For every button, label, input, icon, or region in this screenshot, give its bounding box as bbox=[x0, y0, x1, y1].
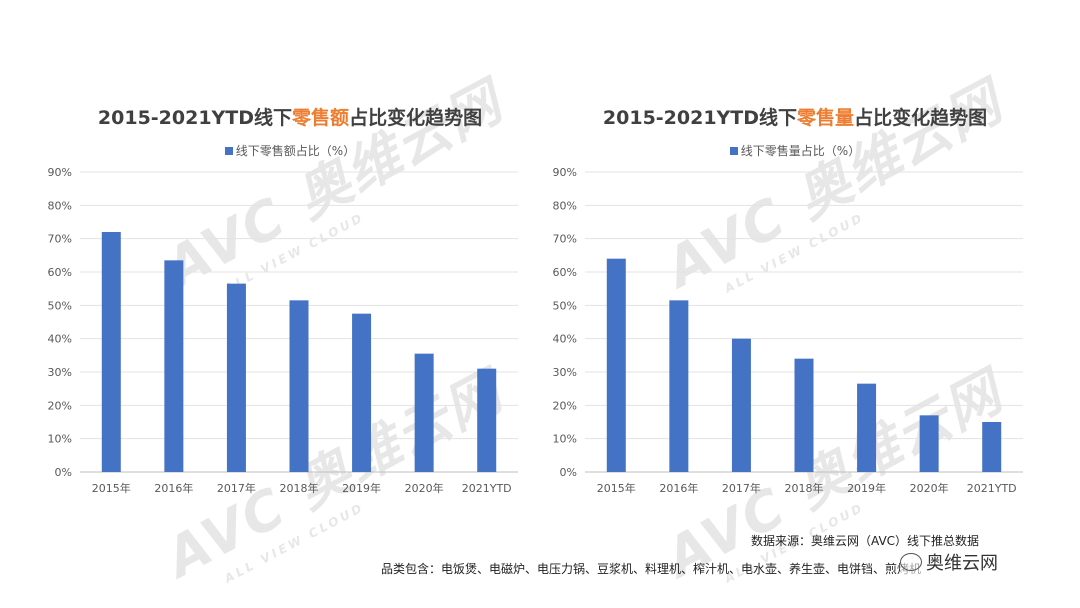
legend-swatch bbox=[224, 147, 233, 155]
x-tick-label: 2017年 bbox=[217, 481, 256, 495]
bar bbox=[164, 260, 184, 472]
y-tick-label: 20% bbox=[48, 399, 72, 412]
y-tick-label: 30% bbox=[48, 366, 72, 379]
y-tick-label: 80% bbox=[553, 199, 577, 212]
legend-label: 线下零售量占比（%） bbox=[740, 144, 861, 158]
chart-title-suffix: 占比变化趋势图 bbox=[349, 107, 483, 129]
x-tick-label: 2019年 bbox=[342, 481, 381, 495]
bar bbox=[101, 232, 121, 472]
retail-value-chart: 2015-2021YTD线下零售额占比变化趋势图 线下零售额占比（%） 0% 10… bbox=[40, 95, 540, 515]
bar bbox=[731, 338, 751, 472]
x-tick-label: 2021YTD bbox=[967, 482, 1017, 495]
bar bbox=[982, 422, 1002, 472]
x-tick-label: 2016年 bbox=[659, 481, 698, 495]
chart-title: 2015-2021YTD线下零售额占比变化趋势图 bbox=[40, 103, 540, 130]
chart-title: 2015-2021YTD线下零售量占比变化趋势图 bbox=[545, 103, 1045, 130]
x-tick-label: 2020年 bbox=[910, 481, 949, 495]
chart-title-prefix: 2015-2021YTD线下 bbox=[97, 107, 293, 129]
brand-badge: 奥维云网 bbox=[900, 549, 998, 575]
bar bbox=[606, 258, 626, 472]
bar-plot: 0% 10% 20% 30% 40% 50% 60% 70% 80% 90% 2015年 2016年 2… bbox=[48, 166, 518, 495]
bar bbox=[414, 353, 434, 472]
chart-title-prefix: 2015-2021YTD线下 bbox=[602, 107, 798, 129]
y-tick-label: 0% bbox=[55, 466, 72, 479]
bar bbox=[919, 415, 939, 472]
bar bbox=[477, 368, 497, 472]
y-tick-label: 60% bbox=[553, 266, 577, 279]
chart-legend: 线下零售额占比（%） bbox=[40, 142, 540, 159]
wechat-icon bbox=[900, 553, 922, 571]
retail-volume-chart: 2015-2021YTD线下零售量占比变化趋势图 线下零售量占比（%） 0% 10… bbox=[545, 95, 1045, 515]
bar bbox=[226, 283, 246, 472]
data-source-note: 数据来源：奥维云网（AVC）线下推总数据 bbox=[751, 534, 980, 548]
x-tick-label: 2018年 bbox=[280, 481, 319, 495]
chart-title-highlight: 零售量 bbox=[797, 107, 855, 129]
y-tick-label: 0% bbox=[560, 466, 577, 479]
bar bbox=[352, 313, 372, 472]
y-tick-label: 10% bbox=[48, 433, 72, 446]
y-tick-label: 30% bbox=[553, 366, 577, 379]
x-tick-label: 2019年 bbox=[847, 481, 886, 495]
x-tick-label: 2021YTD bbox=[462, 482, 512, 495]
x-tick-label: 2016年 bbox=[154, 481, 193, 495]
y-tick-label: 90% bbox=[48, 166, 72, 179]
chart-title-highlight: 零售额 bbox=[292, 107, 350, 129]
x-tick-label: 2018年 bbox=[785, 481, 824, 495]
y-tick-label: 70% bbox=[48, 233, 72, 246]
y-tick-label: 50% bbox=[48, 299, 72, 312]
brand-name: 奥维云网 bbox=[926, 553, 998, 574]
bar bbox=[794, 358, 814, 472]
category-note: 品类包含：电饭煲、电磁炉、电压力锅、豆浆机、料理机、榨汁机、电水壶、养生壶、电饼… bbox=[381, 562, 922, 576]
y-tick-label: 40% bbox=[48, 333, 72, 346]
x-tick-label: 2020年 bbox=[405, 481, 444, 495]
bar-plot: 0% 10% 20% 30% 40% 50% 60% 70% 80% 90% 2015年 2016年 2… bbox=[553, 166, 1023, 495]
x-tick-label: 2017年 bbox=[722, 481, 761, 495]
y-tick-label: 20% bbox=[553, 399, 577, 412]
legend-swatch bbox=[729, 147, 738, 155]
legend-label: 线下零售额占比（%） bbox=[235, 144, 356, 158]
y-tick-label: 10% bbox=[553, 433, 577, 446]
y-tick-label: 40% bbox=[553, 333, 577, 346]
y-tick-label: 70% bbox=[553, 233, 577, 246]
bar bbox=[289, 300, 309, 472]
bar bbox=[857, 383, 877, 472]
chart-title-suffix: 占比变化趋势图 bbox=[854, 107, 988, 129]
y-tick-label: 50% bbox=[553, 299, 577, 312]
bar bbox=[669, 300, 689, 472]
x-tick-label: 2015年 bbox=[92, 481, 131, 495]
y-tick-label: 60% bbox=[48, 266, 72, 279]
y-tick-label: 90% bbox=[553, 166, 577, 179]
chart-legend: 线下零售量占比（%） bbox=[545, 142, 1045, 159]
y-tick-label: 80% bbox=[48, 199, 72, 212]
x-tick-label: 2015年 bbox=[597, 481, 636, 495]
